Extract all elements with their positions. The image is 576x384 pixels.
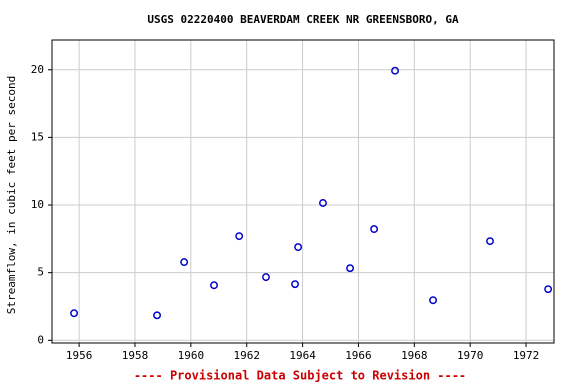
point — [153, 311, 161, 320]
point — [319, 199, 327, 207]
x-tick-label: 1962 — [233, 349, 260, 362]
x-tick-label: 1964 — [289, 349, 316, 362]
point — [180, 258, 189, 267]
point — [346, 264, 355, 273]
y-tick-label: 10 — [31, 198, 44, 211]
y-axis-label: Streamflow, in cubic feet per second — [5, 76, 18, 314]
y-tick-label: 0 — [37, 333, 44, 346]
x-tick-label: 1958 — [122, 349, 149, 362]
footer-note: ---- Provisional Data Subject to Revisio… — [134, 369, 466, 383]
y-tick-label: 15 — [31, 130, 44, 143]
x-tick-label: 1970 — [457, 349, 484, 362]
point — [486, 237, 494, 246]
point — [210, 281, 218, 290]
plot-frame — [51, 39, 555, 344]
point — [391, 66, 399, 75]
point — [262, 273, 270, 282]
point — [70, 309, 79, 318]
y-tick-label: 20 — [31, 63, 44, 76]
point — [291, 280, 299, 289]
point — [544, 285, 553, 294]
point — [370, 225, 379, 234]
x-tick-label: 1968 — [401, 349, 428, 362]
point — [235, 232, 244, 241]
x-tick-label: 1956 — [66, 349, 93, 362]
chart-title: USGS 02220400 BEAVERDAM CREEK NR GREENSB… — [147, 13, 459, 26]
point — [429, 296, 437, 305]
x-tick-label: 1972 — [513, 349, 540, 362]
point — [294, 243, 303, 252]
x-tick-label: 1966 — [345, 349, 372, 362]
x-tick-label: 1960 — [178, 349, 205, 362]
y-tick-label: 5 — [37, 266, 44, 279]
